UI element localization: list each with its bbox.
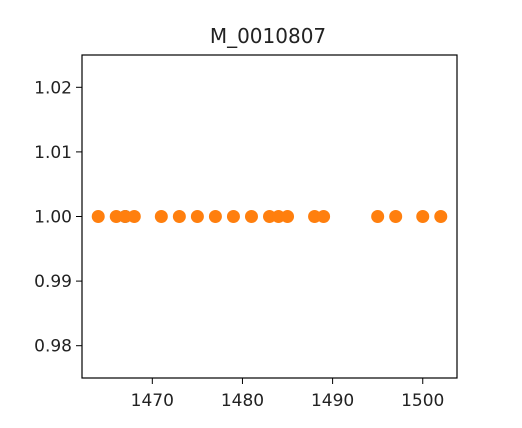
y-tick-label: 0.99 — [34, 272, 72, 292]
y-tick-label: 1.02 — [34, 78, 72, 98]
data-point — [272, 210, 286, 223]
data-point — [127, 210, 141, 223]
data-point — [434, 210, 448, 223]
series-1 — [91, 210, 448, 223]
data-point — [226, 210, 240, 223]
data-point — [91, 210, 105, 223]
data-point — [317, 210, 331, 223]
x-tick-label: 1490 — [311, 391, 354, 411]
data-point — [416, 210, 430, 223]
data-point — [281, 210, 295, 223]
data-point — [154, 210, 168, 223]
data-points — [91, 210, 448, 223]
x-tick-label: 1480 — [221, 391, 264, 411]
x-axis: 1470 1480 1490 1500 — [131, 378, 444, 411]
data-point — [244, 210, 258, 223]
data-point — [389, 210, 403, 223]
x-tick-label: 1470 — [131, 391, 174, 411]
chart-title: M_0010807 — [210, 24, 326, 48]
y-tick-label: 0.98 — [34, 337, 72, 357]
y-axis: 0.98 0.99 1.00 1.01 1.02 — [34, 78, 82, 357]
data-point — [190, 210, 204, 223]
data-point — [118, 210, 132, 223]
data-point — [263, 210, 276, 223]
data-point — [208, 210, 222, 223]
x-tick-label: 1500 — [401, 391, 444, 411]
data-point — [109, 210, 123, 223]
y-tick-label: 1.01 — [34, 143, 72, 163]
data-point — [172, 210, 186, 223]
data-point — [308, 210, 322, 223]
y-tick-label: 1.00 — [34, 208, 72, 228]
data-point — [371, 210, 385, 223]
